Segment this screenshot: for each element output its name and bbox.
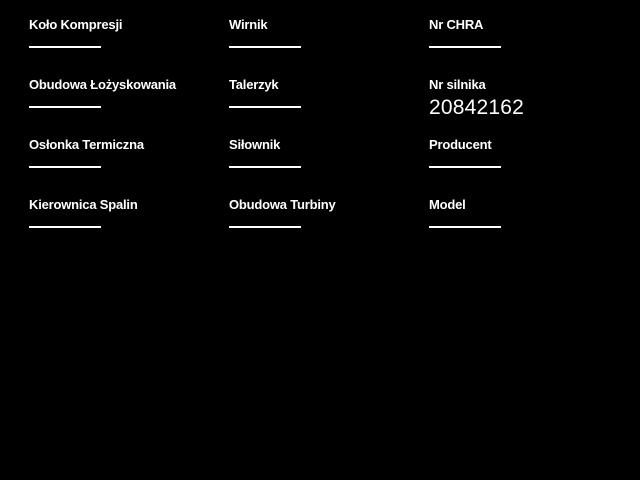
field-label: Nr silnika bbox=[429, 77, 486, 92]
field-label: Obudowa Łożyskowania bbox=[29, 77, 176, 92]
form-field[interactable]: Obudowa Łożyskowania bbox=[29, 77, 219, 108]
field-input-underline[interactable] bbox=[29, 106, 101, 108]
field-input-underline[interactable] bbox=[229, 166, 301, 168]
field-input-underline[interactable] bbox=[429, 46, 501, 48]
form-field[interactable]: Wirnik bbox=[229, 17, 419, 48]
field-input-underline[interactable] bbox=[29, 226, 101, 228]
form-field[interactable]: Osłonka Termiczna bbox=[29, 137, 219, 168]
field-input-underline[interactable] bbox=[29, 46, 101, 48]
field-input-underline[interactable] bbox=[229, 106, 301, 108]
field-value[interactable]: 20842162 bbox=[429, 96, 525, 119]
field-input-underline[interactable] bbox=[229, 46, 301, 48]
field-input-underline[interactable] bbox=[429, 166, 501, 168]
field-label: Koło Kompresji bbox=[29, 17, 123, 32]
field-input-underline[interactable] bbox=[229, 226, 301, 228]
field-label: Osłonka Termiczna bbox=[29, 137, 144, 152]
form-field[interactable]: Producent bbox=[429, 137, 619, 168]
field-label: Producent bbox=[429, 137, 492, 152]
field-label: Obudowa Turbiny bbox=[229, 197, 336, 212]
field-input-underline[interactable] bbox=[29, 166, 101, 168]
field-label: Nr CHRA bbox=[429, 17, 484, 32]
form-field[interactable]: Kierownica Spalin bbox=[29, 197, 219, 228]
field-label: Wirnik bbox=[229, 17, 268, 32]
field-label: Model bbox=[429, 197, 466, 212]
form-field[interactable]: Siłownik bbox=[229, 137, 419, 168]
field-input-underline[interactable] bbox=[429, 226, 501, 228]
form-field[interactable]: Koło Kompresji bbox=[29, 17, 219, 48]
form-field[interactable]: Talerzyk bbox=[229, 77, 419, 108]
fields-grid: Koło Kompresji Obudowa Łożyskowania Osłonk… bbox=[29, 17, 619, 228]
field-label: Talerzyk bbox=[229, 77, 279, 92]
field-label: Siłownik bbox=[229, 137, 281, 152]
form-field[interactable]: Obudowa Turbiny bbox=[229, 197, 419, 228]
form-field[interactable]: Nr silnika 20842162 bbox=[429, 77, 619, 119]
form-field[interactable]: Model bbox=[429, 197, 619, 228]
form-field[interactable]: Nr CHRA bbox=[429, 17, 619, 48]
field-label: Kierownica Spalin bbox=[29, 197, 138, 212]
